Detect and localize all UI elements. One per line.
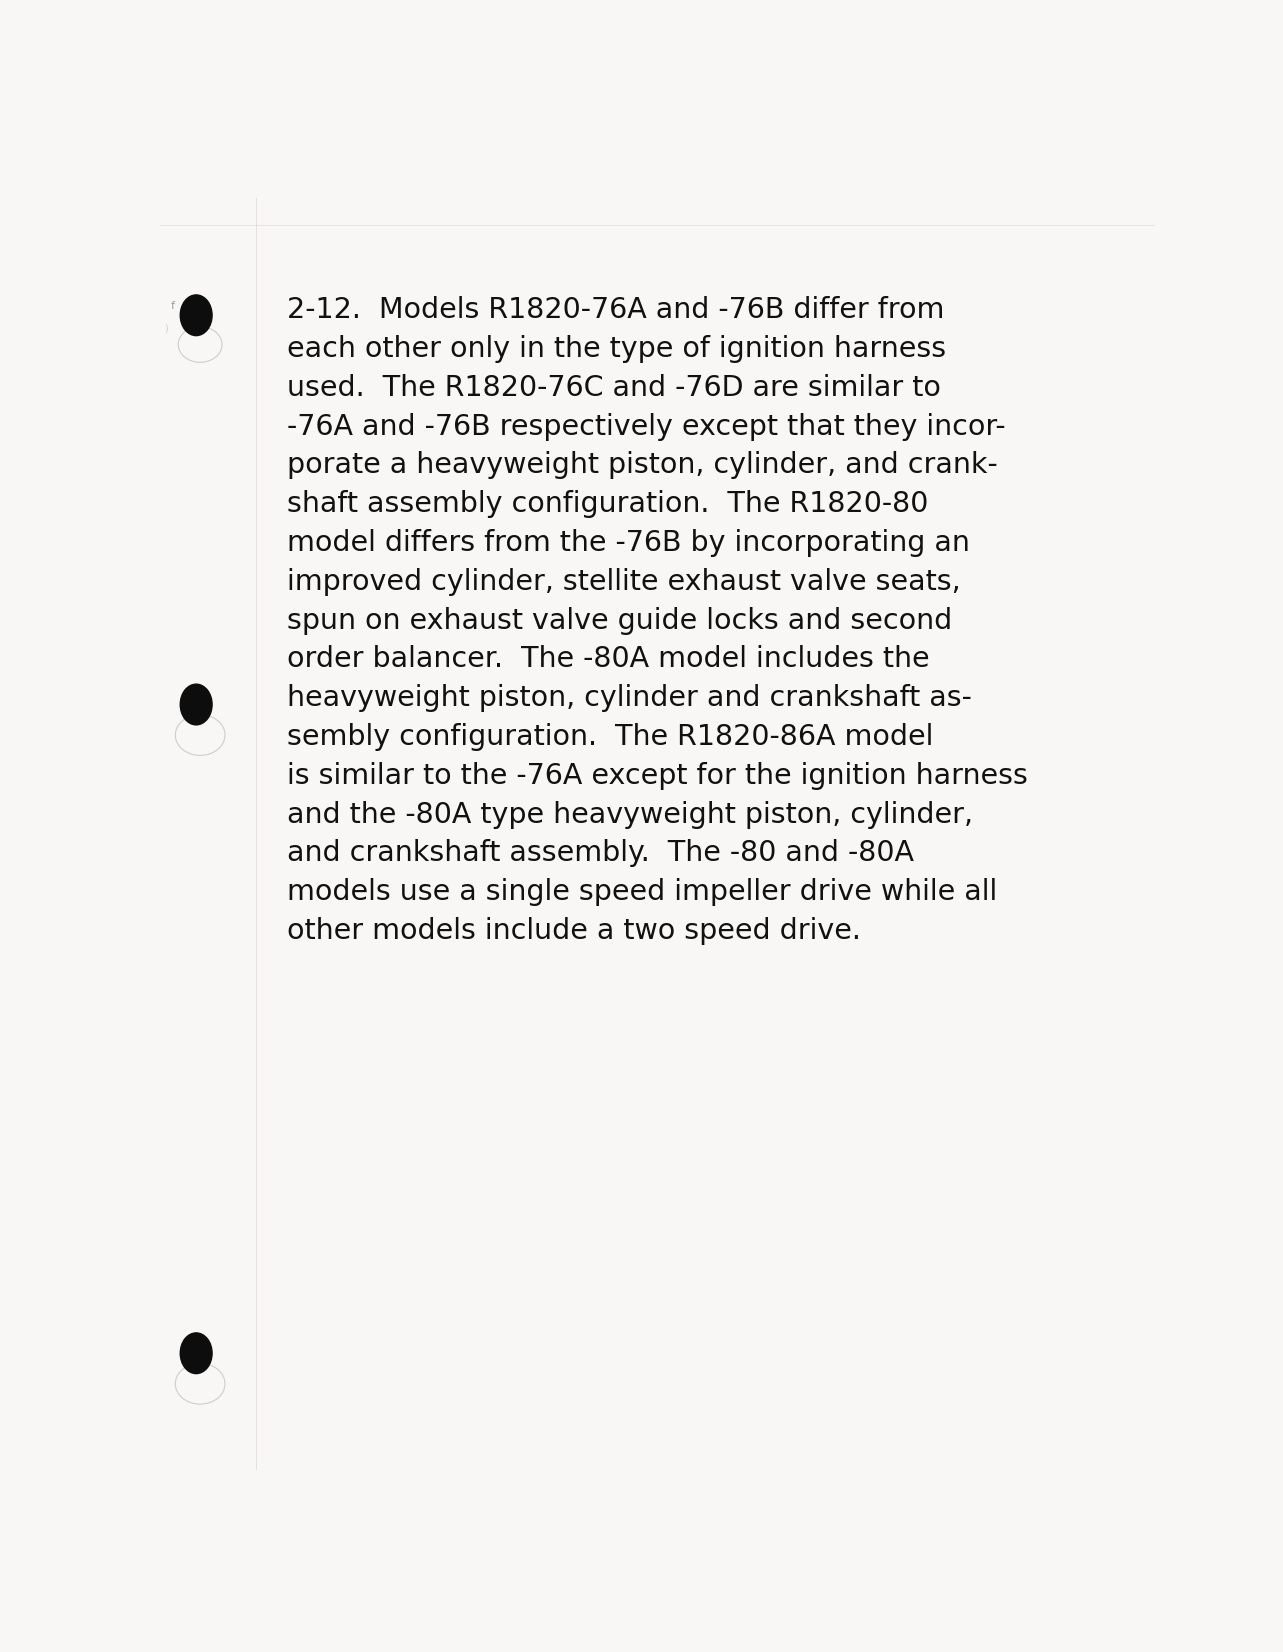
- Text: model differs from the -76B by incorporating an: model differs from the -76B by incorpora…: [286, 529, 970, 557]
- Circle shape: [180, 296, 212, 335]
- Text: sembly configuration.  The R1820-86A model: sembly configuration. The R1820-86A mode…: [286, 724, 933, 752]
- Text: f: f: [171, 301, 174, 311]
- Text: heavyweight piston, cylinder and crankshaft as-: heavyweight piston, cylinder and cranksh…: [286, 684, 971, 712]
- Circle shape: [180, 684, 212, 725]
- Text: porate a heavyweight piston, cylinder, and crank-: porate a heavyweight piston, cylinder, a…: [286, 451, 997, 479]
- Text: order balancer.  The -80A model includes the: order balancer. The -80A model includes …: [286, 646, 929, 674]
- Text: other models include a two speed drive.: other models include a two speed drive.: [286, 917, 861, 945]
- Text: -76A and -76B respectively except that they incor-: -76A and -76B respectively except that t…: [286, 413, 1006, 441]
- Text: 2-12.  Models R1820-76A and -76B differ from: 2-12. Models R1820-76A and -76B differ f…: [286, 296, 944, 324]
- Text: and the -80A type heavyweight piston, cylinder,: and the -80A type heavyweight piston, cy…: [286, 801, 973, 829]
- Text: ): ): [164, 324, 168, 334]
- Circle shape: [180, 1333, 212, 1373]
- Text: is similar to the -76A except for the ignition harness: is similar to the -76A except for the ig…: [286, 762, 1028, 790]
- Text: used.  The R1820-76C and -76D are similar to: used. The R1820-76C and -76D are similar…: [286, 373, 940, 401]
- Text: shaft assembly configuration.  The R1820-80: shaft assembly configuration. The R1820-…: [286, 491, 928, 519]
- Text: models use a single speed impeller drive while all: models use a single speed impeller drive…: [286, 879, 997, 907]
- Text: spun on exhaust valve guide locks and second: spun on exhaust valve guide locks and se…: [286, 606, 952, 634]
- Text: each other only in the type of ignition harness: each other only in the type of ignition …: [286, 335, 946, 363]
- Text: improved cylinder, stellite exhaust valve seats,: improved cylinder, stellite exhaust valv…: [286, 568, 960, 596]
- Text: and crankshaft assembly.  The -80 and -80A: and crankshaft assembly. The -80 and -80…: [286, 839, 913, 867]
